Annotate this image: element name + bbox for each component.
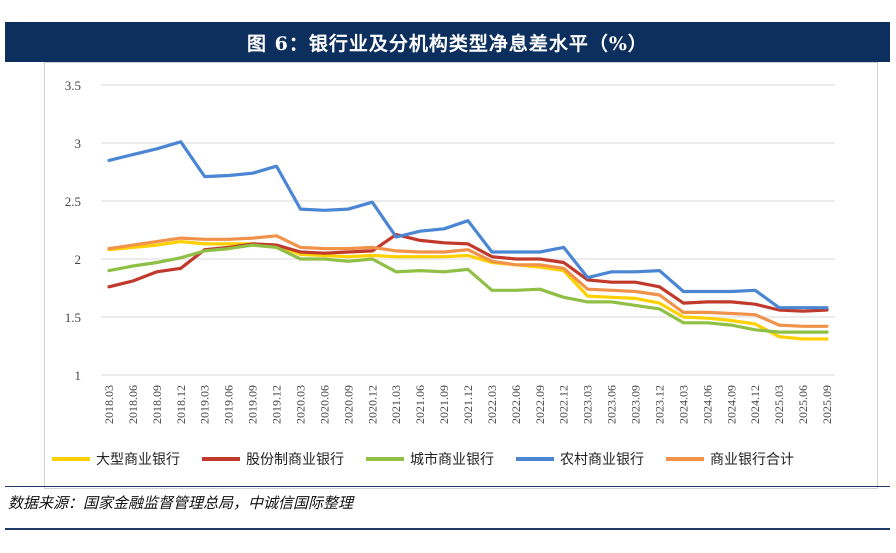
y-axis-ticks: 1 1.5 2 2.5 3 3.5 [65,78,81,383]
x-tick-label: 2020.03 [293,385,307,424]
legend-swatch [52,457,90,461]
y-tick-label: 3 [75,136,82,151]
x-tick-label: 2024.06 [700,385,714,424]
legend-label: 城市商业银行 [410,452,494,468]
series-line-2 [107,243,829,334]
x-tick-label: 2018.09 [150,385,164,424]
y-tick-label: 1.5 [65,310,81,325]
x-tick-label: 2019.09 [246,385,260,424]
x-tick-label: 2023.06 [605,385,619,424]
y-tick-label: 2.5 [65,194,81,209]
legend-swatch [516,457,554,461]
x-tick-label: 2022.12 [557,385,571,424]
chart-frame: 1 1.5 2 2.5 3 3.5 2018.03 2018.06 2018.09 2018.1… [44,62,878,489]
y-tick-label: 3.5 [65,78,81,93]
series-line-4 [107,234,829,328]
x-tick-label: 2024.09 [724,385,738,424]
x-tick-label: 2020.06 [317,385,331,424]
x-tick-label: 2018.12 [174,385,188,424]
legend-item-0: 大型商业银行 [52,449,180,469]
source-note: 数据来源：国家金融监督管理总局，中诚信国际整理 [8,494,354,512]
legend-label: 大型商业银行 [96,452,180,468]
x-tick-label: 2020.12 [365,385,379,424]
x-tick-label: 2019.12 [270,385,284,424]
x-tick-label: 2019.03 [198,385,212,424]
x-tick-label: 2018.06 [126,385,140,424]
x-tick-label: 2022.09 [533,385,547,424]
x-tick-label: 2025.06 [796,385,810,424]
x-tick-label: 2023.09 [629,385,643,424]
y-tick-label: 1 [75,368,82,383]
series-line-0 [107,240,829,341]
series-line-1 [107,233,829,313]
x-tick-label: 2025.03 [772,385,786,424]
x-tick-label: 2020.09 [341,385,355,424]
x-axis-ticks: 2018.03 2018.06 2018.09 2018.12 2019.03 2019.… [102,385,834,424]
y-tick-label: 2 [75,252,82,267]
x-tick-label: 2021.03 [389,385,403,424]
x-tick-label: 2022.03 [485,385,499,424]
x-tick-label: 2024.03 [676,385,690,424]
line-chart: 1 1.5 2 2.5 3 3.5 2018.03 2018.06 2018.09 2018.1… [65,78,835,424]
x-tick-label: 2021.09 [437,385,451,424]
source-divider-bottom [5,528,890,530]
series-lines [107,140,829,341]
legend-item-2: 城市商业银行 [366,449,494,469]
x-tick-label: 2022.06 [509,385,523,424]
legend-item-4: 商业银行合计 [666,449,794,469]
chart-title: 图 6：银行业及分机构类型净息差水平（%） [5,22,890,62]
x-tick-label: 2018.03 [102,385,116,424]
x-tick-label: 2024.12 [748,385,762,424]
legend-swatch [666,457,704,461]
legend-swatch [202,457,240,461]
legend-label: 股份制商业银行 [246,452,344,468]
x-tick-label: 2023.03 [581,385,595,424]
grid-lines [101,84,835,376]
legend-label: 农村商业银行 [560,452,644,468]
legend: 大型商业银行 股份制商业银行 城市商业银行 农村商业银行 商业银行合计 [52,448,872,470]
x-tick-label: 2023.12 [652,385,666,424]
x-tick-label: 2025.09 [820,385,834,424]
x-tick-label: 2019.06 [222,385,236,424]
legend-item-1: 股份制商业银行 [202,449,344,469]
x-tick-label: 2021.12 [461,385,475,424]
legend-swatch [366,457,404,461]
legend-item-3: 农村商业银行 [516,449,644,469]
x-tick-label: 2021.06 [413,385,427,424]
legend-label: 商业银行合计 [710,452,794,468]
series-line-3 [107,140,829,310]
source-divider-top [5,486,890,487]
